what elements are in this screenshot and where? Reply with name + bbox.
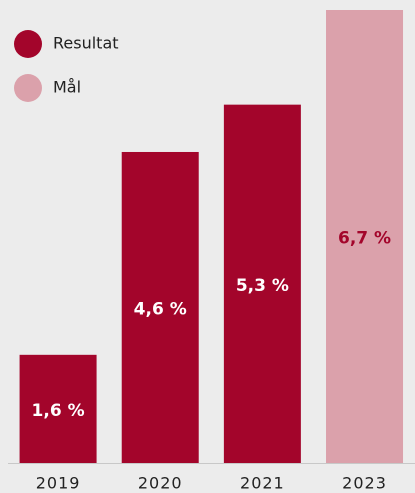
legend-label: Resultat — [53, 34, 119, 53]
bar — [223, 104, 301, 464]
value-label: 4,6 % — [134, 299, 187, 319]
x-tick-label: 2021 — [240, 474, 285, 493]
x-tick-label: 2019 — [36, 474, 81, 493]
x-tick-label: 2020 — [138, 474, 183, 493]
value-label: 5,3 % — [236, 276, 289, 296]
bar — [121, 151, 199, 463]
legend-swatch — [14, 30, 42, 58]
x-tick-label: 2023 — [342, 474, 387, 493]
legend-swatch — [14, 74, 42, 102]
legend-label: Mål — [53, 78, 81, 97]
value-label: 1,6 % — [32, 401, 85, 421]
bar — [19, 354, 97, 463]
value-label: 6,7 % — [338, 229, 391, 249]
bar — [326, 10, 404, 463]
